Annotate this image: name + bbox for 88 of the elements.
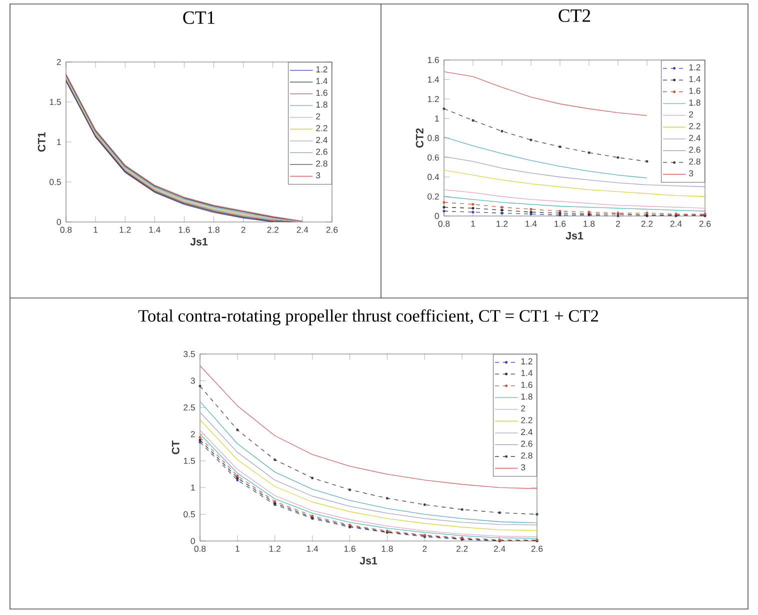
y-tick-label: 0.5: [50, 178, 61, 186]
y-tick-label: 1.5: [184, 458, 195, 464]
legend-label: 1.8: [689, 100, 700, 106]
x-tick-label: 2.2: [456, 546, 468, 552]
x-tick-label: 1.2: [120, 226, 131, 233]
legend-label: 3: [316, 172, 320, 178]
legend-label: 1.6: [689, 88, 700, 94]
legend-label: 1.4: [689, 76, 700, 82]
y-tick-label: 1.4: [428, 76, 440, 82]
x-tick-label: 1.4: [149, 226, 160, 233]
x-tick-label: 1.4: [306, 546, 318, 552]
legend-label: 2.8: [521, 452, 532, 459]
y-axis-title: CT1: [38, 132, 46, 152]
legend-label: 1.4: [521, 370, 532, 376]
x-tick-label: 1.8: [584, 220, 595, 227]
y-tick-label: 0.4: [428, 174, 440, 180]
legend-label: 2.2: [689, 123, 700, 130]
y-tick-label: 1: [191, 484, 195, 491]
x-tick-label: 2.2: [641, 220, 653, 227]
x-tick-label: 1.4: [526, 220, 537, 227]
legend-label: 1.6: [316, 90, 328, 96]
legend-label: 2.2: [521, 417, 532, 424]
x-tick-label: 2.4: [670, 220, 682, 227]
y-tick-label: 1.5: [50, 98, 61, 106]
legend-label: 2: [316, 113, 320, 120]
legend-label: 2: [521, 405, 526, 412]
x-axis-title: Js1: [190, 238, 208, 246]
x-tick-label: 1.2: [270, 546, 280, 552]
legend-label: 2.4: [689, 134, 700, 141]
x-tick-label: 2.2: [267, 226, 278, 233]
legend-label: 2.8: [689, 158, 700, 165]
legend-label: 1.2: [521, 358, 532, 364]
legend-label: 2.6: [316, 148, 328, 155]
x-tick-label: 2.6: [699, 220, 711, 227]
x-tick-label: 2: [616, 220, 620, 227]
legend-label: 1.2: [316, 66, 328, 72]
x-tick-label: 1.6: [178, 226, 190, 233]
legend-label: 1.6: [521, 382, 532, 388]
x-tick-label: 1.8: [382, 546, 393, 552]
legend-label: 1.8: [521, 394, 532, 400]
y-tick-label: 1: [435, 116, 439, 122]
legend-label: 2.2: [316, 125, 328, 132]
legend-label: 3: [521, 464, 526, 470]
y-axis-title: CT2: [416, 128, 424, 148]
x-tick-label: 2: [241, 226, 246, 233]
y-tick-label: 0.2: [428, 193, 439, 200]
y-tick-label: 0.5: [184, 511, 195, 518]
chart-title: CT1: [183, 11, 214, 24]
x-tick-label: 1: [471, 220, 475, 227]
x-tick-label: 1.2: [496, 220, 508, 227]
legend-label: 2.6: [521, 440, 532, 447]
legend-label: 2.4: [521, 428, 532, 435]
x-tick-label: 2.6: [326, 226, 338, 233]
x-axis-title: Js1: [566, 232, 584, 240]
legend-label: 1.8: [316, 102, 328, 108]
x-tick-label: 1.6: [554, 220, 566, 227]
chart-title: CT2: [558, 9, 590, 22]
x-tick-label: 2: [422, 546, 427, 552]
x-tick-label: 1: [94, 226, 98, 233]
y-tick-label: 1.2: [428, 96, 439, 102]
y-tick-label: 1.6: [428, 56, 439, 64]
legend-label: 1.2: [689, 64, 700, 70]
legend-label: 1.4: [316, 78, 328, 84]
legend-label: 2: [689, 111, 694, 118]
x-tick-label: 1.6: [344, 546, 356, 552]
legend-label: 3: [689, 170, 694, 176]
y-tick-label: 1: [57, 139, 61, 145]
y-tick-label: 3: [190, 378, 195, 384]
y-tick-label: 2.5: [184, 404, 195, 410]
y-tick-label: 0.8: [428, 134, 439, 142]
y-tick-label: 2: [56, 58, 61, 66]
legend-label: 2.8: [316, 160, 328, 167]
legend-label: 2.6: [689, 146, 700, 153]
x-tick-label: 1: [236, 546, 240, 552]
y-tick-label: 0: [434, 212, 439, 220]
y-tick-label: 3.5: [184, 350, 195, 358]
x-tick-label: 2.4: [296, 226, 308, 233]
x-axis-title: Js1: [360, 557, 378, 564]
y-tick-label: 2: [190, 431, 195, 438]
chart-title: Total contra-rotating propeller thrust coefficient, CT = CT1 + CT2: [138, 309, 598, 326]
y-tick-label: 0: [56, 218, 61, 226]
x-tick-label: 2.4: [494, 546, 506, 552]
x-tick-label: 1.8: [208, 226, 220, 233]
y-tick-label: 0.6: [428, 154, 439, 161]
x-tick-label: 2.6: [531, 546, 543, 552]
legend-label: 2.4: [316, 136, 328, 143]
y-tick-label: 0: [190, 538, 195, 544]
y-axis-title: CT: [172, 440, 180, 454]
